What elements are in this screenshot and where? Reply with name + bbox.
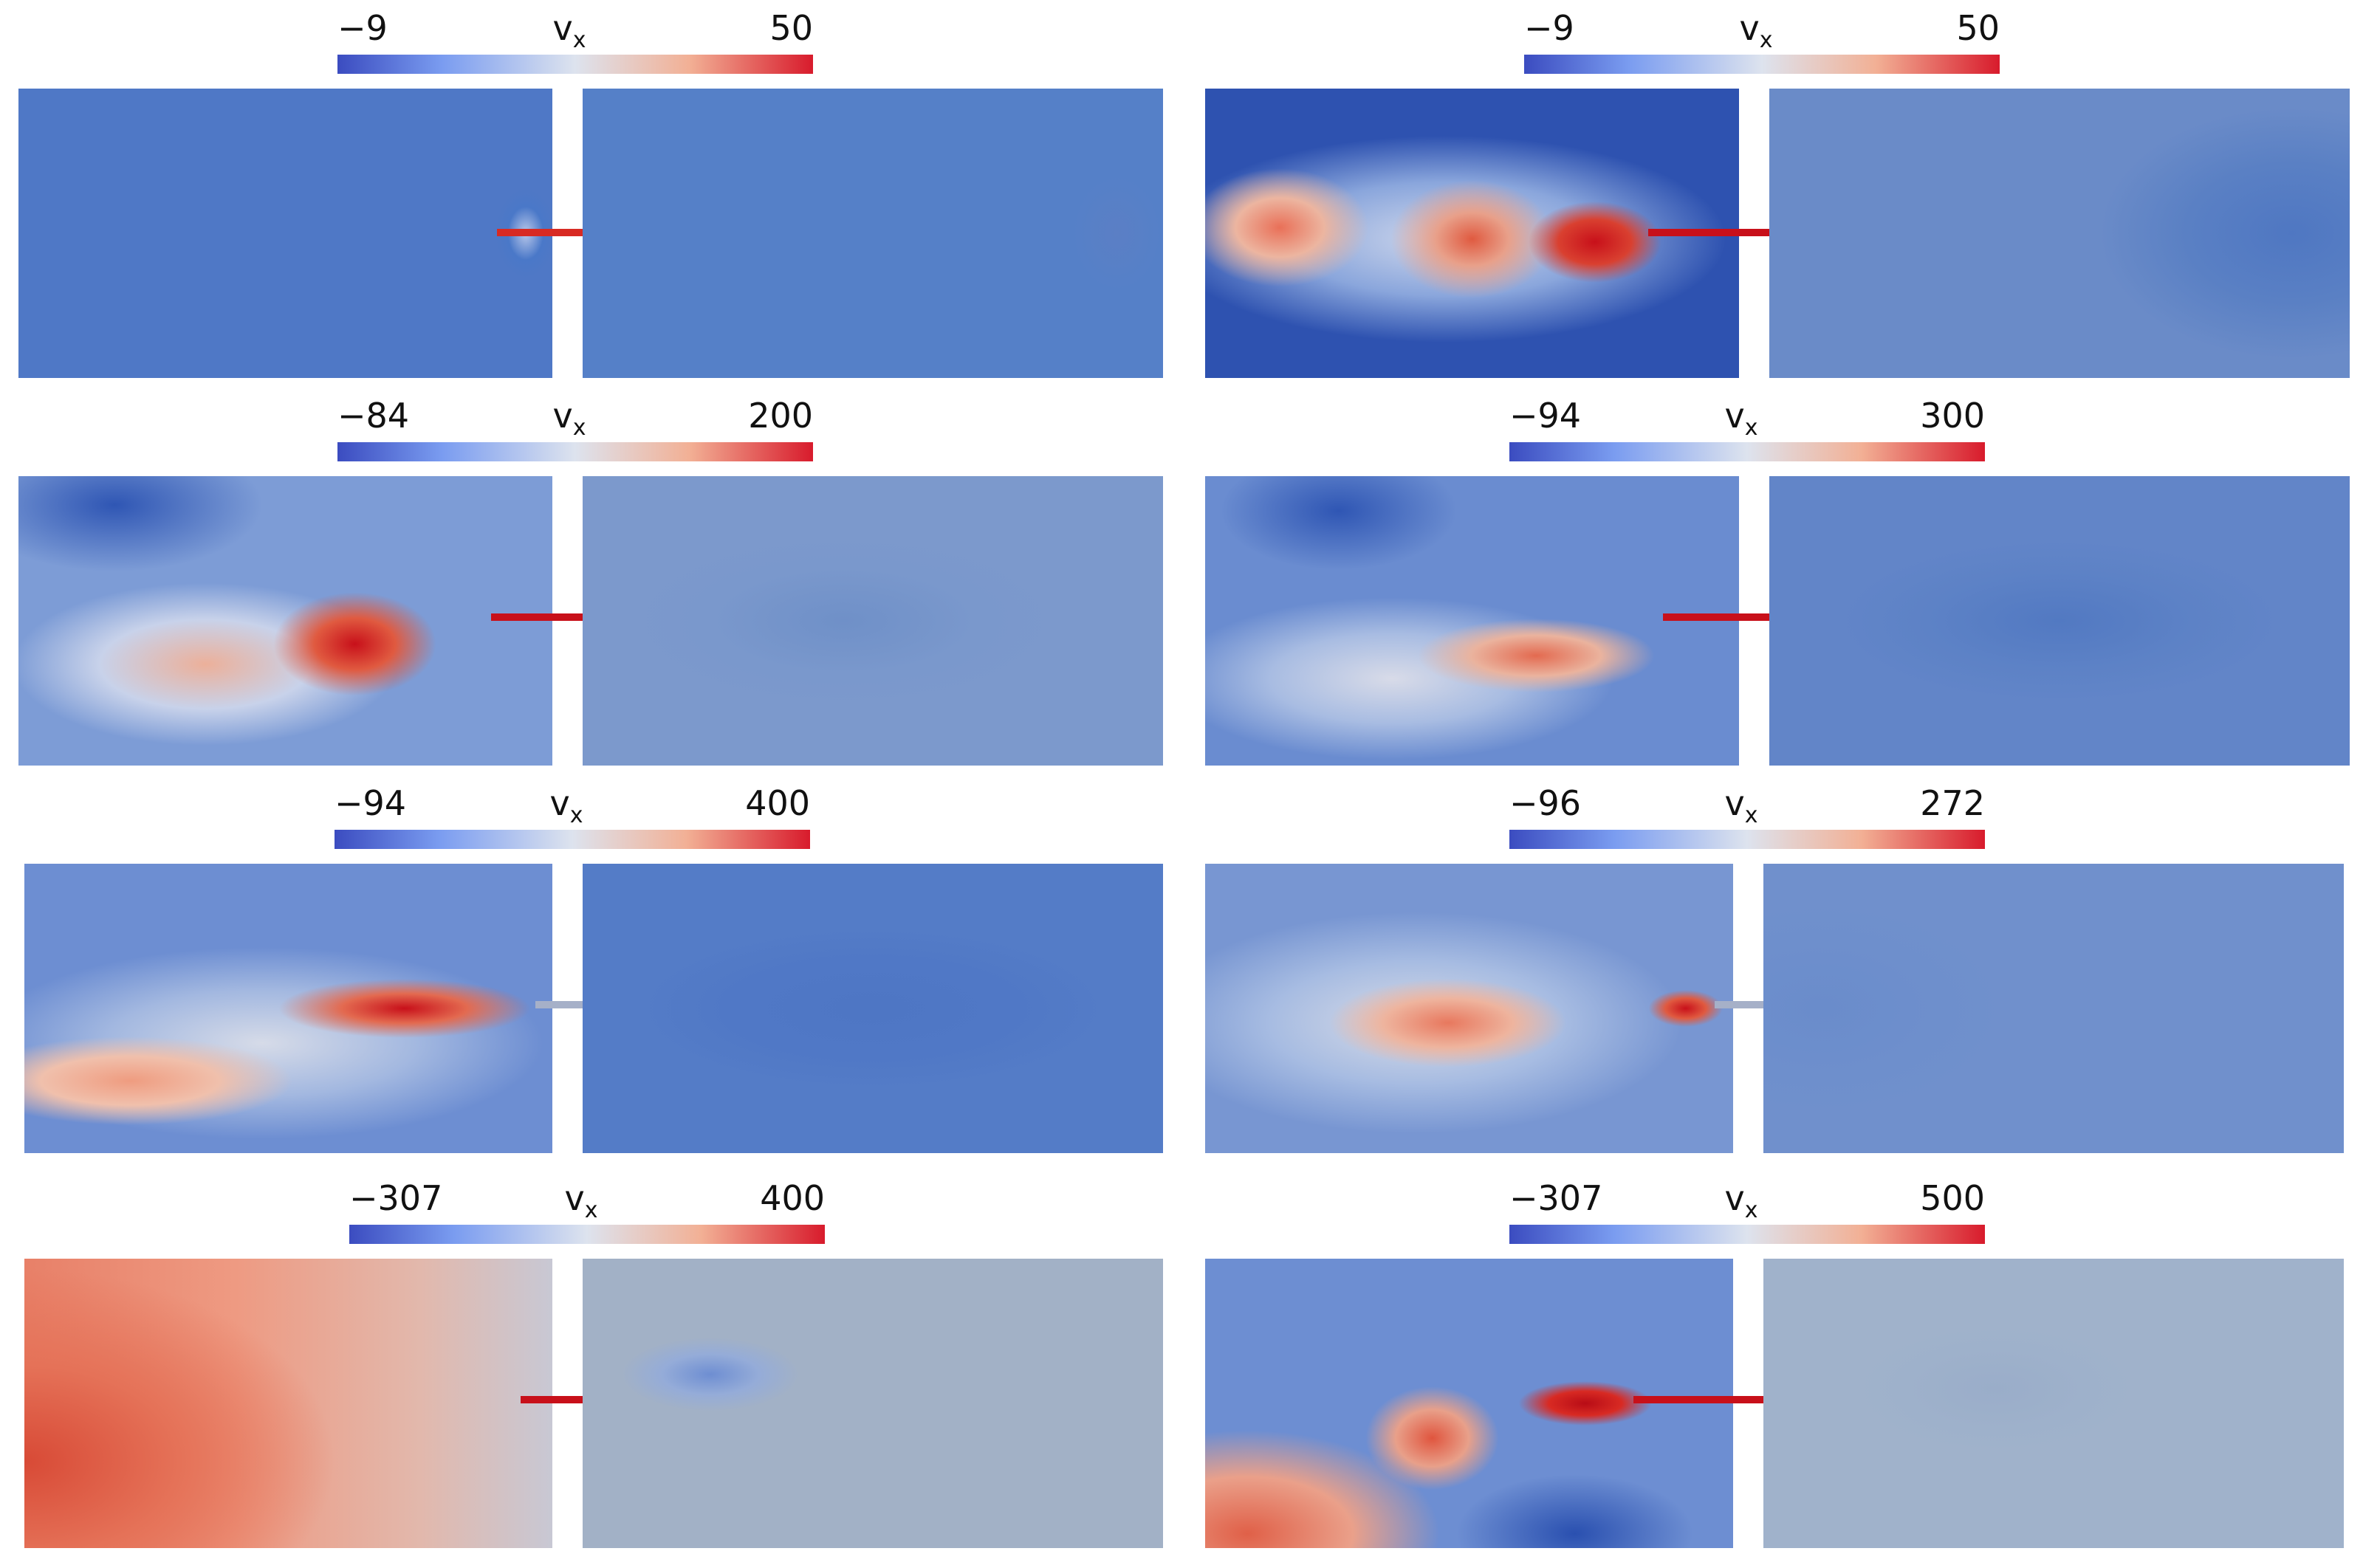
colorbar-gradient <box>349 1225 825 1244</box>
colorbar-max: 272 <box>1920 783 1985 823</box>
jet-nozzle <box>497 229 583 236</box>
colorbar-gradient <box>1509 442 1985 461</box>
simulation-panel-7: −307 vx 400 <box>18 1177 1185 1548</box>
velocity-field-left <box>18 476 552 766</box>
simulation-panel-2: −9 vx 50 <box>1205 7 2363 378</box>
simulation-panel-1: −9 vx 50 <box>18 7 1185 378</box>
velocity-field-right <box>1769 476 2350 766</box>
simulation-panel-8: −307 vx 500 <box>1205 1177 2363 1548</box>
jet-nozzle <box>1648 229 1769 236</box>
colorbar: −9 vx 50 <box>337 7 813 74</box>
colorbar: −307 vx 400 <box>349 1177 825 1244</box>
jet-nozzle <box>1663 613 1769 621</box>
velocity-field-right <box>1769 89 2350 378</box>
velocity-field-right <box>583 864 1163 1153</box>
jet-nozzle <box>1633 1396 1763 1403</box>
velocity-field-right <box>1763 864 2344 1153</box>
colorbar-label: vx <box>549 783 583 828</box>
colorbar-min: −96 <box>1509 783 1582 823</box>
colorbar-min: −307 <box>1509 1178 1603 1218</box>
colorbar-max: 500 <box>1920 1178 1985 1218</box>
colorbar-gradient <box>337 55 813 74</box>
colorbar-min: −9 <box>337 8 388 48</box>
colorbar: −307 vx 500 <box>1509 1177 1985 1244</box>
colorbar: −96 vx 272 <box>1509 783 1985 849</box>
velocity-field-right <box>583 1259 1163 1548</box>
jet-nozzle <box>521 1396 583 1403</box>
colorbar-label: vx <box>1739 8 1773 53</box>
colorbar-gradient <box>337 442 813 461</box>
colorbar: −94 vx 400 <box>335 783 810 849</box>
velocity-field-left <box>18 89 552 378</box>
colorbar-label: vx <box>564 1178 598 1223</box>
colorbar-min: −94 <box>1509 396 1582 436</box>
velocity-field-right <box>1763 1259 2344 1548</box>
velocity-field-right <box>583 476 1163 766</box>
colorbar-gradient <box>1524 55 2000 74</box>
velocity-field-left <box>1205 476 1739 766</box>
colorbar-label: vx <box>552 396 586 441</box>
colorbar-min: −84 <box>337 396 410 436</box>
simulation-panel-3: −84 vx 200 <box>18 395 1185 766</box>
jet-nozzle <box>535 1001 583 1008</box>
colorbar-gradient <box>1509 1225 1985 1244</box>
colorbar-max: 300 <box>1920 396 1985 436</box>
colorbar-max: 200 <box>748 396 813 436</box>
simulation-panel-6: −96 vx 272 <box>1205 783 2363 1153</box>
colorbar-label: vx <box>1724 783 1758 828</box>
colorbar: −84 vx 200 <box>337 395 813 461</box>
colorbar-gradient <box>335 830 810 849</box>
colorbar-min: −9 <box>1524 8 1574 48</box>
colorbar-label: vx <box>552 8 586 53</box>
simulation-panel-5: −94 vx 400 <box>18 783 1185 1153</box>
colorbar-gradient <box>1509 830 1985 849</box>
velocity-field-left <box>24 1259 552 1548</box>
colorbar-label: vx <box>1724 396 1758 441</box>
colorbar: −94 vx 300 <box>1509 395 1985 461</box>
jet-nozzle <box>491 613 583 621</box>
colorbar-max: 400 <box>760 1178 825 1218</box>
velocity-field-right <box>583 89 1163 378</box>
jet-nozzle <box>1715 1001 1763 1008</box>
velocity-field-left <box>1205 864 1733 1153</box>
colorbar-max: 50 <box>769 8 813 48</box>
velocity-field-left <box>24 864 552 1153</box>
velocity-field-left <box>1205 1259 1733 1548</box>
colorbar-max: 400 <box>745 783 810 823</box>
colorbar-min: −307 <box>349 1178 443 1218</box>
simulation-panel-4: −94 vx 300 <box>1205 395 2363 766</box>
colorbar-label: vx <box>1724 1178 1758 1223</box>
colorbar-max: 50 <box>1956 8 2000 48</box>
colorbar: −9 vx 50 <box>1524 7 2000 74</box>
colorbar-min: −94 <box>335 783 407 823</box>
